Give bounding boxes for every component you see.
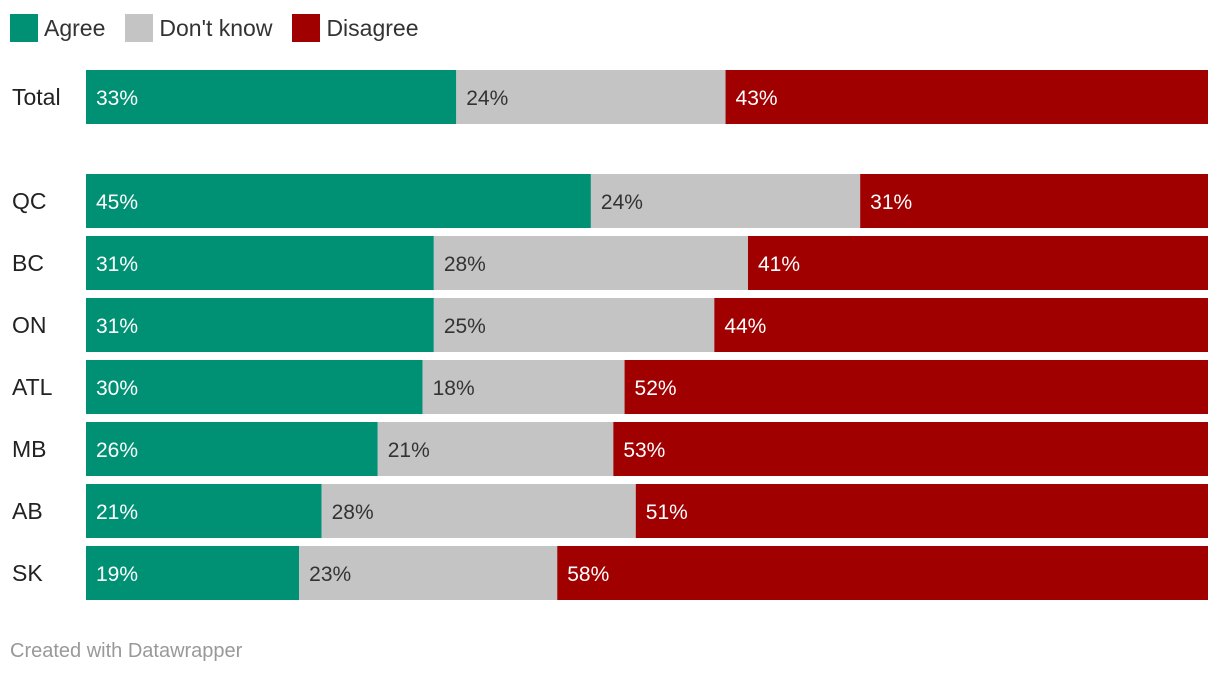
category-label-ab: AB [12,498,43,524]
data-label-atl-agree: 30% [96,377,138,400]
bar-mb-don-t-know [377,422,614,476]
data-label-mb-don-t-know: 21% [388,439,430,462]
bar-on-agree [86,298,434,352]
data-label-bc-agree: 31% [96,253,138,276]
legend-item-disagree: Disagree [292,14,418,42]
bar-ab-don-t-know [321,484,636,538]
data-label-qc-don-t-know: 24% [601,191,643,214]
bar-on-don-t-know [433,298,715,352]
bar-sk-don-t-know [299,546,558,600]
legend-item-agree: Agree [10,14,105,42]
category-label-sk: SK [12,560,43,586]
data-label-bc-disagree: 41% [758,253,800,276]
data-label-sk-don-t-know: 23% [309,563,351,586]
bar-atl-agree [86,360,423,414]
bar-on-disagree [714,298,1208,352]
data-label-total-agree: 33% [96,87,138,110]
category-label-mb: MB [12,436,47,462]
legend-swatch-agree [10,14,38,42]
legend-swatch-disagree [292,14,321,42]
bar-bc-don-t-know [433,236,748,290]
bar-mb-disagree [613,422,1208,476]
category-label-on: ON [12,312,47,338]
bar-qc-don-t-know [590,174,861,228]
category-label-atl: ATL [12,374,53,400]
data-label-total-disagree: 43% [736,87,778,110]
data-label-mb-disagree: 53% [623,439,665,462]
data-label-qc-agree: 45% [96,191,138,214]
data-label-atl-disagree: 52% [635,377,677,400]
data-label-sk-disagree: 58% [567,563,609,586]
data-label-bc-don-t-know: 28% [444,253,486,276]
bar-total-agree [86,70,457,124]
data-label-mb-agree: 26% [96,439,138,462]
data-label-total-don-t-know: 24% [466,87,508,110]
footer-credit: Created with Datawrapper [10,640,243,662]
category-label-total: Total [12,84,61,110]
legend-swatch-dont-know [125,14,154,42]
legend-label-disagree: Disagree [326,14,419,41]
legend: Agree Don't know Disagree [10,13,438,43]
data-label-atl-don-t-know: 18% [433,377,475,400]
data-label-ab-disagree: 51% [646,501,688,524]
bar-atl-don-t-know [422,360,625,414]
bar-mb-agree [86,422,378,476]
bar-qc-agree [86,174,591,228]
bar-ab-agree [86,484,322,538]
legend-label-agree: Agree [44,14,106,41]
legend-item-dont-know: Don't know [125,14,272,42]
bar-atl-disagree [624,360,1208,414]
stacked-bar-chart: Total 33% 24% 43% QC 45% 24% 31% BC 31% 28% 41% ON 31… [12,70,1208,600]
data-label-ab-don-t-know: 28% [332,501,374,524]
category-label-bc: BC [12,250,44,276]
category-label-qc: QC [12,188,47,214]
data-label-sk-agree: 19% [96,563,138,586]
bar-sk-agree [86,546,300,600]
data-label-on-agree: 31% [96,315,138,338]
bar-bc-agree [86,236,434,290]
bar-total-don-t-know [456,70,726,124]
bar-ab-disagree [635,484,1208,538]
legend-label-dont-know: Don't know [159,14,273,41]
data-label-qc-disagree: 31% [870,191,912,214]
bar-qc-disagree [860,174,1208,228]
data-label-ab-agree: 21% [96,501,138,524]
data-label-on-disagree: 44% [724,315,766,338]
data-label-on-don-t-know: 25% [444,315,486,338]
bar-bc-disagree [747,236,1208,290]
bar-sk-disagree [557,546,1208,600]
bar-total-disagree [725,70,1208,124]
